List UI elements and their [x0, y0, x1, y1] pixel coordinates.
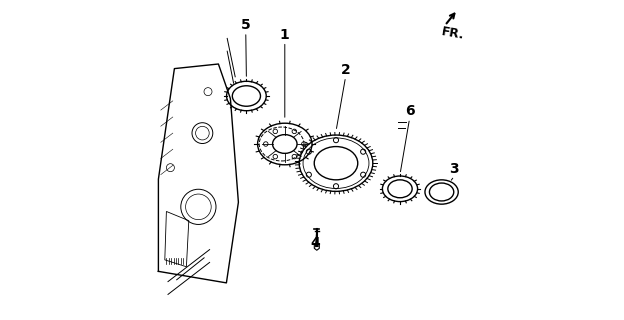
Text: 6: 6: [405, 104, 414, 118]
Text: 1: 1: [280, 28, 290, 42]
Text: 2: 2: [341, 63, 351, 77]
Text: 4: 4: [310, 236, 320, 250]
Text: 5: 5: [241, 18, 251, 32]
Text: FR.: FR.: [440, 26, 465, 43]
Text: 3: 3: [449, 162, 459, 176]
